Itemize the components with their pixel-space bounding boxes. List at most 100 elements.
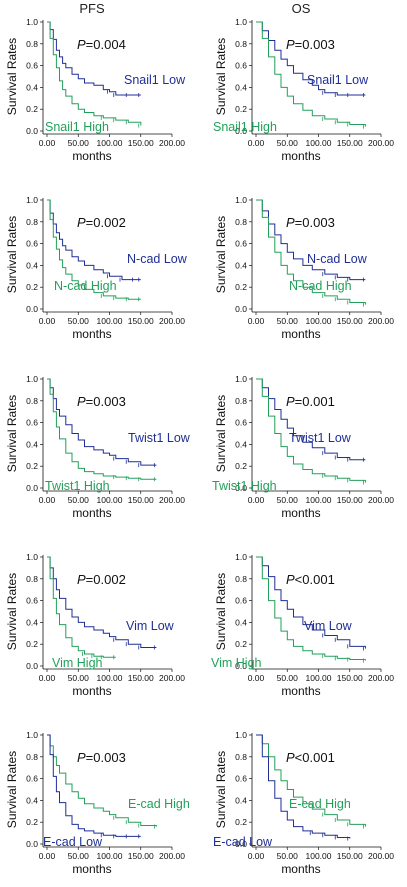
panel-3-x-tick-label: 50.00 (68, 316, 90, 326)
panel-7-x-tick-label: 150.00 (128, 673, 154, 683)
panel-9-series-label-low: E-cad Low (43, 835, 103, 849)
panel-1-y-tick-label: 0.0 (26, 126, 38, 136)
panel-9-y-tick-label: 0.2 (26, 817, 38, 827)
panel-9-p-value: P=0.003 (77, 750, 126, 765)
panel-2-y-tick-label: 0.2 (235, 104, 247, 114)
panel-1-x-axis-label: months (72, 149, 111, 163)
panel-10-p-value: P<0.001 (286, 750, 335, 765)
panel-2-x-tick-label: 50.00 (277, 138, 299, 148)
panel-3-p-value: P=0.002 (77, 215, 126, 230)
panel-7-curve-high (47, 556, 116, 658)
panel-3-x-axis-label: months (72, 327, 111, 341)
panel-7-x-axis-label: months (72, 684, 111, 698)
panel-4-x-tick-label: 200.00 (368, 316, 394, 326)
panel-10-y-tick-label: 0.8 (235, 752, 247, 762)
panel-6-curve-low (256, 378, 366, 461)
panel-7-y-tick-label: 0.4 (26, 617, 38, 627)
panel-3-y-tick-label: 0.6 (26, 239, 38, 249)
panel-3-x-tick-label: 150.00 (128, 316, 154, 326)
panel-1-y-tick-label: 1.0 (26, 17, 38, 27)
panel-6-y-tick-label: 0.6 (235, 418, 247, 428)
panel-8-x-tick-label: 100.00 (306, 673, 332, 683)
panel-10-x-tick-label: 150.00 (337, 851, 363, 861)
panel-3-x-tick-label: 100.00 (97, 316, 123, 326)
panel-4-x-axis-label: months (281, 327, 320, 341)
panel-2-x-tick-label: 200.00 (368, 138, 394, 148)
panel-10-x-axis-label: months (281, 862, 320, 876)
panel-4-y-tick-label: 1.0 (235, 195, 247, 205)
panel-6-y-tick-label: 1.0 (235, 374, 247, 384)
panel-8-x-tick-label: 150.00 (337, 673, 363, 683)
panel-10-y-tick-label: 1.0 (235, 730, 247, 740)
panel-3-y-axis-label: Survival Rates (5, 216, 19, 293)
panel-5-y-tick-label: 0.2 (26, 461, 38, 471)
panel-1-x-tick-label: 50.00 (68, 138, 90, 148)
panel-9-series-label-high: E-cad High (128, 797, 190, 811)
panel-3-series-label-high: N-cad High (54, 279, 117, 293)
panel-10-x-tick-label: 200.00 (368, 851, 394, 861)
panel-3-x-tick-label: 200.00 (159, 316, 185, 326)
panel-3-curve-high (47, 199, 141, 300)
panel-10-y-tick-label: 0.0 (235, 839, 247, 849)
column-title-os: OS (292, 1, 311, 16)
panel-10-series-label-high: E-cad High (289, 797, 351, 811)
panel-3-y-tick-label: 0.8 (26, 217, 38, 227)
panel-10-series-label-low: E-cad Low (213, 835, 273, 849)
panel-4-curve-high (256, 199, 366, 305)
panel-6-y-tick-label: 0.0 (235, 483, 247, 493)
panel-7-y-tick-label: 1.0 (26, 552, 38, 562)
panel-7-y-tick-label: 0.8 (26, 574, 38, 584)
panel-2-x-axis-label: months (281, 149, 320, 163)
panel-1-y-axis-label: Survival Rates (5, 38, 19, 115)
panel-9-y-tick-label: 0.0 (26, 839, 38, 849)
panel-7-y-tick-label: 0.6 (26, 596, 38, 606)
panel-5-y-tick-label: 1.0 (26, 374, 38, 384)
panel-1-x-tick-label: 0.00 (39, 138, 56, 148)
panel-9-y-tick-label: 0.8 (26, 752, 38, 762)
panel-4-p-value: P=0.003 (286, 215, 335, 230)
panel-9-y-tick-label: 1.0 (26, 730, 38, 740)
panel-8-series-label-high: Vim High (211, 656, 262, 670)
panel-1-series-label-high: Snail1 High (45, 120, 109, 134)
panel-4-x-tick-label: 50.00 (277, 316, 299, 326)
panel-1-y-tick-label: 0.4 (26, 82, 38, 92)
panel-6-x-tick-label: 150.00 (337, 495, 363, 505)
panel-9-curve-high (47, 734, 157, 827)
panel-4-series-label-high: N-cad High (289, 279, 352, 293)
panel-8-y-tick-label: 0.2 (235, 639, 247, 649)
panel-8-x-tick-label: 50.00 (277, 673, 299, 683)
panel-2-x-tick-label: 100.00 (306, 138, 332, 148)
panel-2-x-tick-label: 150.00 (337, 138, 363, 148)
panel-1-p-value: P=0.004 (77, 37, 126, 52)
panel-6-x-tick-label: 50.00 (277, 495, 299, 505)
panel-4-y-axis-label: Survival Rates (214, 216, 228, 293)
panel-9-y-tick-label: 0.6 (26, 774, 38, 784)
panel-10-curve-low (256, 734, 351, 839)
panel-2-y-tick-label: 0.0 (235, 126, 247, 136)
panel-9-x-tick-label: 50.00 (68, 851, 90, 861)
panel-5-y-tick-label: 0.0 (26, 483, 38, 493)
panel-8-y-tick-label: 1.0 (235, 552, 247, 562)
panel-9-x-tick-label: 100.00 (97, 851, 123, 861)
panel-7-x-tick-label: 0.00 (39, 673, 56, 683)
panel-1-x-tick-label: 200.00 (159, 138, 185, 148)
panel-5-y-tick-label: 0.8 (26, 396, 38, 406)
panel-5-x-axis-label: months (72, 506, 111, 520)
panel-9-x-tick-label: 200.00 (159, 851, 185, 861)
panel-5-curve-high (47, 378, 157, 480)
panel-3-x-tick-label: 0.00 (39, 316, 56, 326)
panel-4-x-tick-label: 0.00 (248, 316, 265, 326)
panel-2-series-label-high: Snail1 High (213, 120, 277, 134)
panel-7-y-tick-label: 0.2 (26, 639, 38, 649)
panel-4-y-tick-label: 0.6 (235, 239, 247, 249)
panel-4-y-tick-label: 0.0 (235, 304, 247, 314)
panel-7-x-tick-label: 200.00 (159, 673, 185, 683)
panel-7-p-value: P=0.002 (77, 572, 126, 587)
panel-5-p-value: P=0.003 (77, 394, 126, 409)
panel-6-series-label-high: Twist1 High (212, 479, 277, 493)
panel-5-x-tick-label: 150.00 (128, 495, 154, 505)
panel-9-x-axis-label: months (72, 862, 111, 876)
panel-4-series-label-low: N-cad Low (307, 252, 368, 266)
panel-2-y-tick-label: 0.4 (235, 82, 247, 92)
panel-5-curve-low (47, 378, 157, 466)
